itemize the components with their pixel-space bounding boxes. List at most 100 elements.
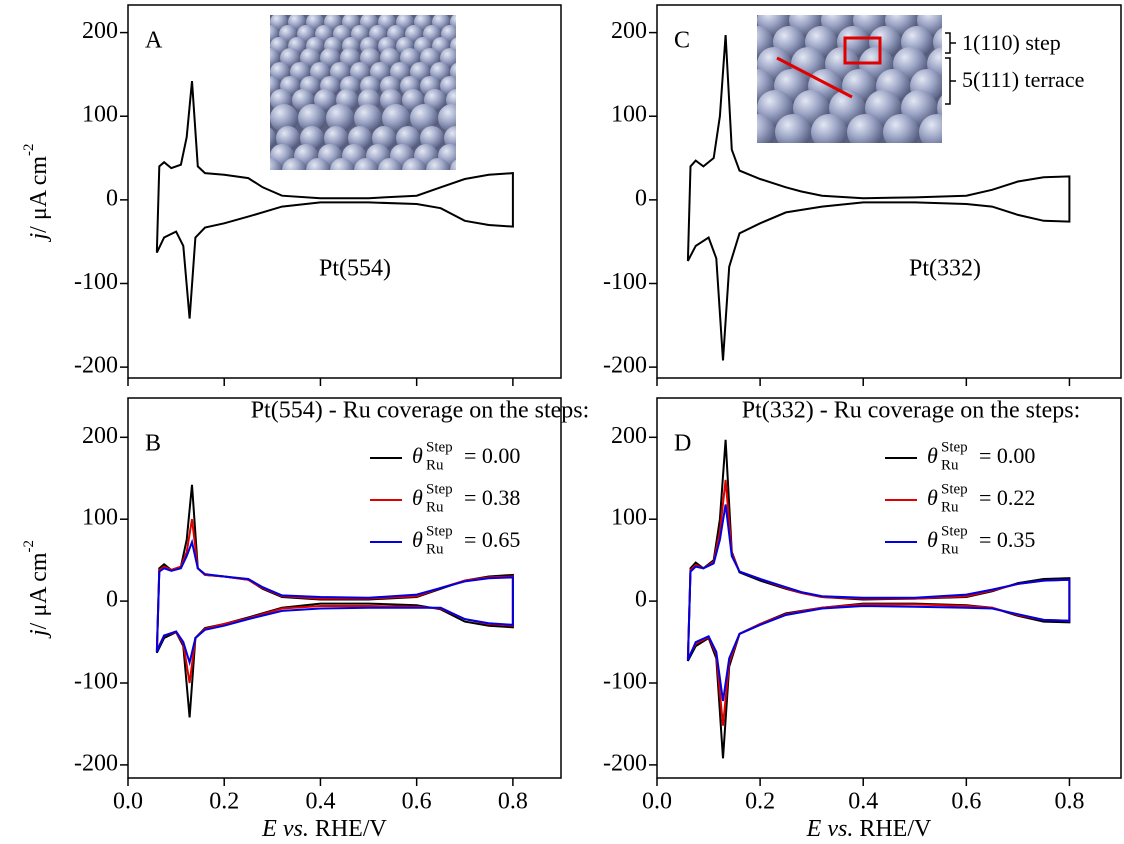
atom (410, 62, 430, 82)
inset-image (721, 4, 942, 143)
x-tick-label: 0.2 (209, 789, 239, 815)
legend-subscript: Ru (941, 457, 959, 473)
x-tick-label: 0.4 (848, 789, 878, 815)
y-tick-label: 200 (82, 423, 118, 449)
y-tick-label: 100 (611, 102, 647, 128)
legend-symbol: θ (412, 443, 423, 468)
atom (410, 104, 438, 132)
atom (426, 158, 450, 170)
x-tick-label: 0.8 (1054, 789, 1084, 815)
step-bracket (945, 32, 956, 54)
panel-label: B (145, 431, 161, 457)
atom (400, 48, 420, 68)
atom (775, 114, 811, 143)
atom (300, 48, 320, 68)
panel-label: D (674, 431, 691, 457)
atom (320, 48, 340, 68)
y-tick-label: 0 (635, 185, 647, 211)
legend-label: = 0.22 (979, 485, 1035, 510)
y-tick-label: 100 (82, 102, 118, 128)
annotation: Pt(332) - Ru coverage on the steps: (742, 398, 1081, 424)
legend-symbol: θ (927, 527, 938, 552)
x-label-vs: vs. (277, 816, 309, 842)
y-tick-label: 100 (82, 505, 118, 531)
inset-atoms (250, 15, 456, 170)
y-tick-label: 200 (82, 18, 118, 44)
atom (847, 114, 883, 143)
atom (270, 158, 282, 170)
x-tick-label: 0.6 (402, 789, 432, 815)
atom (250, 62, 270, 82)
atom (350, 62, 370, 82)
y-axis-label: j/ μA cm-2 (21, 143, 51, 242)
terrace-marker (776, 56, 853, 99)
y-label-exponent: -2 (21, 143, 37, 156)
atom (811, 114, 847, 143)
x-tick-label: 0.0 (642, 789, 672, 815)
atom (282, 158, 306, 170)
atom (280, 48, 300, 68)
atom (937, 95, 942, 121)
atom (270, 104, 298, 132)
atom (270, 62, 290, 82)
atom (725, 4, 757, 36)
atom (721, 90, 757, 126)
y-label-symbol: j (26, 629, 52, 639)
atom (380, 48, 400, 68)
y-tick-label: -100 (603, 269, 647, 295)
atom (757, 114, 775, 143)
legend-symbol: θ (412, 485, 423, 510)
cv-curve (155, 484, 514, 718)
plot-frame (656, 4, 1122, 379)
inset-image (250, 15, 456, 170)
legend-symbol: θ (412, 527, 423, 552)
legend-subscript: Ru (941, 499, 959, 515)
legend-label: = 0.65 (464, 527, 520, 552)
annotation: Pt(554) - Ru coverage on the steps: (251, 398, 590, 424)
y-axis-label: j/ μA cm-2 (21, 540, 51, 639)
atom (390, 62, 410, 82)
y-tick-label: -200 (603, 353, 647, 379)
y-label-unit: / μA cm (26, 156, 52, 233)
plot-frame (127, 4, 562, 379)
atom (378, 158, 402, 170)
atom (919, 114, 942, 143)
y-tick-label: 0 (635, 587, 647, 613)
atom (298, 104, 326, 132)
atom (370, 62, 390, 82)
atom (310, 62, 330, 82)
panel-label: C (674, 28, 690, 54)
inset-atoms (721, 4, 942, 143)
y-tick-label: 0 (106, 185, 118, 211)
y-tick-label: -100 (603, 669, 647, 695)
atom (438, 104, 456, 132)
legend-superscript: Step (941, 439, 968, 455)
x-label-unit: RHE/V (853, 816, 932, 842)
atom (450, 159, 456, 170)
annotation: Pt(332) (909, 256, 981, 282)
legend-subscript: Ru (426, 499, 444, 515)
step-marker (843, 36, 882, 65)
legend-label: = 0.35 (979, 527, 1035, 552)
legend-superscript: Step (426, 481, 453, 497)
panel-label: A (145, 28, 163, 54)
x-label-unit: RHE/V (309, 816, 388, 842)
atom (330, 158, 354, 170)
legend-subscript: Ru (426, 457, 444, 473)
y-tick-label: -200 (603, 750, 647, 776)
x-tick-label: 0.2 (745, 789, 775, 815)
legend-subscript: Ru (941, 541, 959, 557)
atom (354, 158, 378, 170)
legend-superscript: Step (426, 523, 453, 539)
y-label-symbol: j (26, 233, 52, 243)
x-tick-label: 0.8 (498, 789, 528, 815)
atom (382, 104, 410, 132)
legend-label: = 0.00 (464, 443, 520, 468)
y-tick-label: 200 (611, 18, 647, 44)
y-tick-label: -200 (74, 750, 118, 776)
legend-symbol: θ (927, 443, 938, 468)
atom (340, 48, 360, 68)
x-tick-label: 0.4 (305, 789, 335, 815)
atom (402, 158, 426, 170)
